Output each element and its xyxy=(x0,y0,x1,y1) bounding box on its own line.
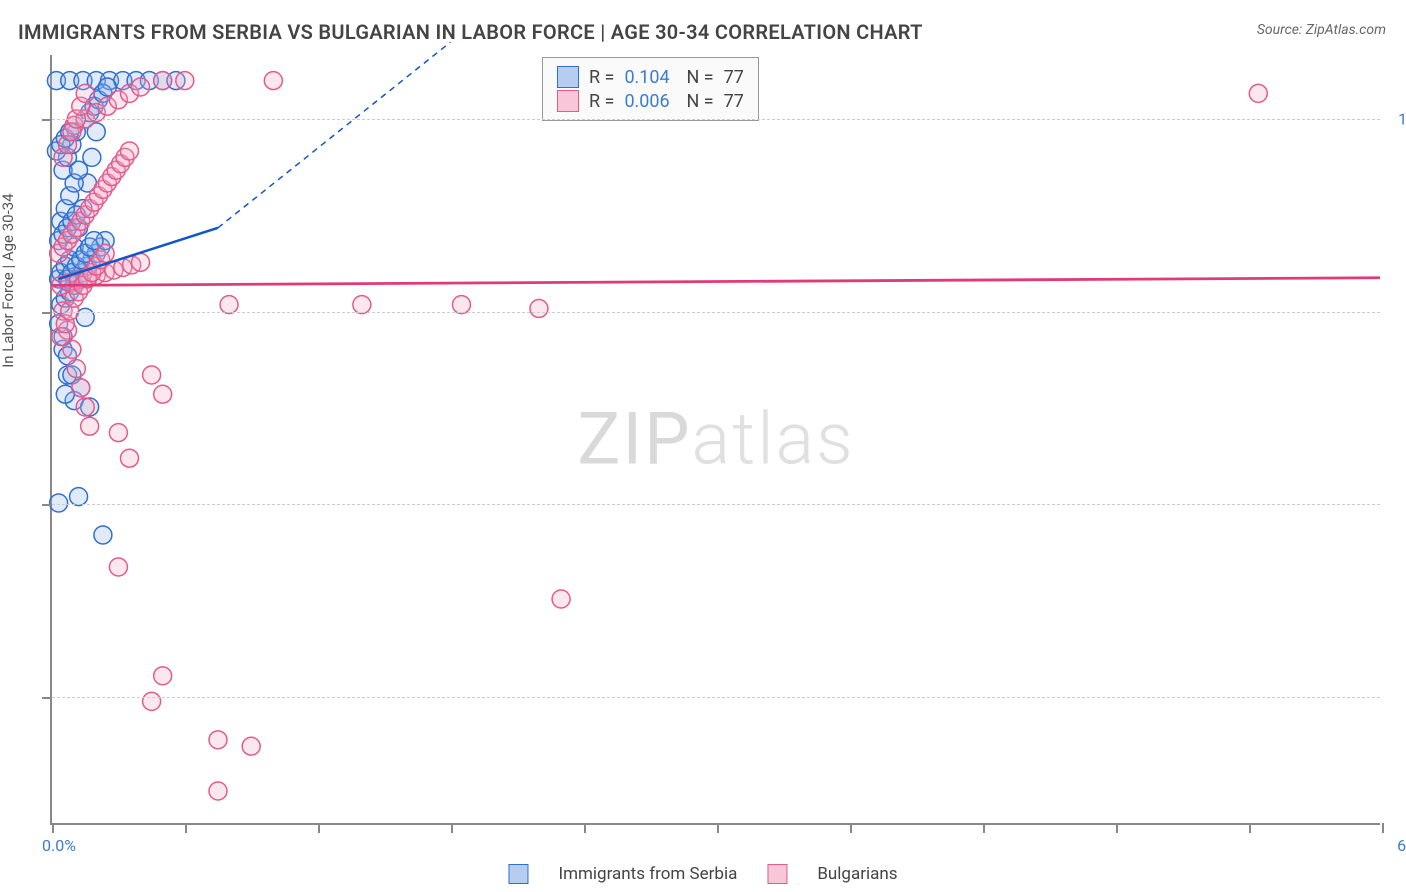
data-point-bulgaria xyxy=(1249,84,1267,102)
grid-line xyxy=(52,119,1380,120)
y-tick xyxy=(42,504,52,506)
trend-line-bulgaria xyxy=(52,278,1380,286)
r-value-bulgaria: 0.006 xyxy=(624,91,676,112)
x-tick-max: 60.0% xyxy=(1397,836,1406,855)
swatch-bulgaria xyxy=(557,90,579,112)
n-label-bulgaria: N = xyxy=(686,91,713,112)
data-point-bulgaria xyxy=(143,692,161,710)
data-point-serbia xyxy=(70,488,88,506)
grid-line xyxy=(52,504,1380,505)
data-point-bulgaria xyxy=(530,299,548,317)
data-point-bulgaria xyxy=(209,782,227,800)
plot-area: ZIPatlas R = 0.104 N = 77 R = 0.006 N = … xyxy=(50,55,1380,825)
data-point-bulgaria xyxy=(109,558,127,576)
r-value-serbia: 0.104 xyxy=(624,67,676,88)
data-point-bulgaria xyxy=(72,379,90,397)
trend-line-serbia xyxy=(218,42,450,228)
x-tick xyxy=(584,823,586,833)
swatch-serbia xyxy=(557,66,579,88)
x-tick xyxy=(1382,823,1384,833)
source-attribution: Source: ZipAtlas.com xyxy=(1257,22,1386,38)
x-tick-min: 0.0% xyxy=(42,836,76,855)
data-point-bulgaria xyxy=(81,417,99,435)
data-point-bulgaria xyxy=(96,244,114,262)
n-value-bulgaria: 77 xyxy=(724,91,744,112)
stats-legend-box: R = 0.104 N = 77 R = 0.006 N = 77 xyxy=(542,57,759,121)
n-label-serbia: N = xyxy=(686,67,713,88)
stats-row-bulgaria: R = 0.006 N = 77 xyxy=(557,90,744,112)
y-tick xyxy=(42,697,52,699)
data-point-bulgaria xyxy=(67,360,85,378)
data-point-bulgaria xyxy=(132,253,150,271)
data-point-serbia xyxy=(70,161,88,179)
r-label-serbia: R = xyxy=(589,67,614,88)
data-point-bulgaria xyxy=(154,72,172,90)
n-value-serbia: 77 xyxy=(724,67,744,88)
data-point-bulgaria xyxy=(109,424,127,442)
legend-swatch-bulgaria xyxy=(767,864,787,884)
data-point-serbia xyxy=(50,494,68,512)
y-tick xyxy=(42,119,52,121)
data-point-bulgaria xyxy=(264,72,282,90)
data-point-bulgaria xyxy=(209,731,227,749)
bottom-legend: Immigrants from Serbia Bulgarians xyxy=(508,864,897,884)
x-tick xyxy=(1249,823,1251,833)
y-tick-label: 85.0% xyxy=(1390,302,1406,321)
chart-title: IMMIGRANTS FROM SERBIA VS BULGARIAN IN L… xyxy=(18,20,923,44)
data-point-bulgaria xyxy=(143,366,161,384)
y-axis-label: In Labor Force | Age 30-34 xyxy=(0,193,17,367)
data-point-bulgaria xyxy=(120,449,138,467)
data-point-bulgaria xyxy=(76,84,94,102)
x-tick xyxy=(318,823,320,833)
x-tick xyxy=(185,823,187,833)
y-tick-label: 100.0% xyxy=(1390,110,1406,129)
data-point-bulgaria xyxy=(154,385,172,403)
legend-swatch-serbia xyxy=(508,864,528,884)
data-point-bulgaria xyxy=(76,398,94,416)
y-tick xyxy=(42,312,52,314)
grid-line xyxy=(52,312,1380,313)
data-point-bulgaria xyxy=(176,72,194,90)
y-tick-label: 70.0% xyxy=(1390,495,1406,514)
x-tick xyxy=(1116,823,1118,833)
grid-line xyxy=(52,697,1380,698)
x-tick xyxy=(451,823,453,833)
legend-label-bulgaria: Bulgarians xyxy=(817,864,897,884)
chart-svg xyxy=(52,55,1380,823)
y-tick-label: 55.0% xyxy=(1390,687,1406,706)
x-tick xyxy=(52,823,54,833)
data-point-bulgaria xyxy=(154,667,172,685)
r-label-bulgaria: R = xyxy=(589,91,614,112)
data-point-bulgaria xyxy=(552,590,570,608)
data-point-bulgaria xyxy=(132,78,150,96)
x-tick xyxy=(983,823,985,833)
x-tick xyxy=(850,823,852,833)
data-point-bulgaria xyxy=(120,142,138,160)
stats-row-serbia: R = 0.104 N = 77 xyxy=(557,66,744,88)
data-point-bulgaria xyxy=(242,737,260,755)
data-point-serbia xyxy=(94,526,112,544)
x-tick xyxy=(717,823,719,833)
legend-label-serbia: Immigrants from Serbia xyxy=(558,864,737,884)
